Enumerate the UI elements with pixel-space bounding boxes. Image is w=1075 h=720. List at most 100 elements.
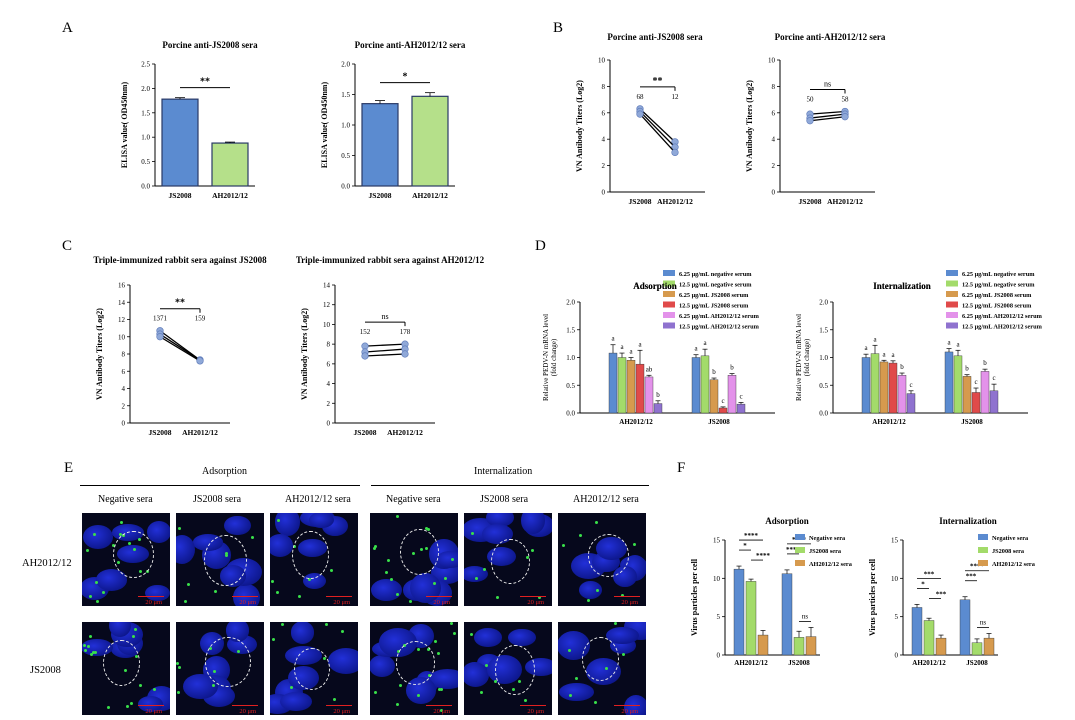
x-tick-label: JS2008 [788, 659, 810, 667]
legend-swatch [795, 560, 805, 566]
bar [793, 637, 805, 656]
significance-label: ns [381, 312, 388, 321]
virus-particle [569, 693, 573, 697]
y-tick-label: 4 [327, 380, 331, 388]
chart-c2-rabbit-sera-ah2012: 0 2 4 6 8 10 12 14 VN Antibody Titers (Log2) Trip… [296, 255, 485, 437]
virus-particle [439, 708, 443, 712]
micrograph-tile: 20 μm [82, 622, 170, 715]
significance-letter: c [974, 378, 977, 386]
y-tick-label: 0.0 [819, 410, 828, 418]
scalebar-line [614, 595, 640, 597]
virus-particle [568, 649, 572, 653]
data-point [156, 333, 164, 341]
virus-particle [389, 578, 393, 582]
virus-particle [538, 596, 542, 600]
micrograph-tile: 20 μm [176, 513, 264, 606]
y-tick-label: 16 [118, 282, 126, 290]
y-axis-label: (fold change) [550, 338, 558, 376]
bar [709, 379, 719, 414]
paired-line [639, 113, 676, 153]
significance-letter: a [703, 339, 707, 347]
significance-label: **** [744, 532, 759, 540]
y-axis-label: VN Antibody Titers (Log2) [95, 308, 104, 400]
virus-particle [496, 596, 500, 600]
significance-letter: a [620, 343, 624, 351]
significance-letter: c [909, 381, 912, 389]
legend-label: Negative sera [809, 535, 846, 542]
column-label: JS2008 sera [193, 494, 242, 505]
bar [906, 393, 916, 414]
y-tick-label: 10 [118, 333, 126, 341]
nucleus [145, 584, 170, 602]
micrograph-tile: 20 μm [370, 513, 458, 606]
bar [727, 375, 737, 414]
significance-label: **** [756, 552, 771, 560]
scalebar-line [138, 704, 164, 706]
significance-letter: b [900, 363, 904, 371]
x-tick-label: JS2008 [369, 191, 392, 200]
virus-particle [271, 638, 275, 642]
panel-label-f: F [677, 460, 685, 476]
paired-line [639, 111, 676, 148]
nucleus [520, 513, 545, 534]
nucleus [108, 622, 131, 638]
y-tick-label: 2.0 [819, 299, 828, 307]
virus-particle [86, 644, 90, 648]
virus-particle [183, 600, 187, 604]
panel-label-a: A [62, 20, 73, 36]
x-tick-label: JS2008 [629, 197, 652, 206]
legend-label: Negative sera [992, 535, 1029, 542]
x-tick-label: AH2012/12 [912, 659, 946, 667]
virus-particle [276, 519, 280, 523]
x-tick-label: AH2012/12 [182, 428, 218, 437]
y-tick-label: 2 [122, 402, 126, 410]
virus-particle [433, 581, 437, 585]
micrograph-tile: 20 μm [558, 622, 646, 715]
chart-title: Adsorption [633, 281, 677, 291]
nucleus [435, 550, 458, 568]
legend-swatch [663, 270, 675, 276]
group-label-internalization: Internalization [474, 466, 533, 477]
significance-letter: a [611, 335, 615, 343]
scalebar-label: 20 μm [239, 708, 256, 715]
virus-particle [449, 622, 453, 626]
chart-a2-porcine-anti-ah2012-elisa: 0.0 0.5 1.0 1.5 2.0 ELISA value( OD450nm) Porc… [320, 40, 466, 200]
y-axis-label: VN Antibody Titers (Log2) [745, 80, 754, 172]
significance-label: ** [653, 76, 663, 87]
legend-label: AH2012/12 sera [992, 561, 1036, 568]
virus-particle [96, 599, 100, 603]
bar [361, 103, 399, 187]
legend-label: JS2008 sera [992, 548, 1025, 555]
group-divider-internalization [371, 485, 649, 486]
legend-swatch [663, 291, 675, 297]
y-tick-label: 14 [118, 299, 126, 307]
nucleus [605, 627, 639, 645]
legend-label: 12.5 μg/mL negative serum [679, 282, 752, 289]
data-point [806, 117, 814, 125]
virus-particle [399, 683, 402, 687]
x-tick-label: AH2012/12 [734, 659, 768, 667]
virus-particle [614, 622, 618, 626]
y-tick-label: 15 [713, 537, 721, 545]
virus-particle [469, 632, 473, 636]
chart-c1-rabbit-sera-js2008: 0 2 4 6 8 10 12 14 16 VN Antibody Titers (Log2) Tr… [93, 255, 267, 437]
virus-particle [214, 589, 218, 593]
legend-label: 12.5 μg/mL JS2008 serum [962, 303, 1032, 310]
nucleus [474, 627, 503, 648]
significance-letter: c [992, 374, 995, 382]
y-axis-label: ELISA value( OD450nm) [320, 82, 329, 169]
virus-particle [453, 632, 457, 636]
chart-title: Porcine anti-AH2012/12 sera [775, 32, 886, 42]
nucleus [280, 691, 313, 712]
cell-outline [399, 529, 440, 576]
legend-swatch [946, 270, 958, 276]
micrograph-tile: 20 μm [82, 513, 170, 606]
significance-letter: c [739, 392, 742, 400]
virus-particle [94, 650, 98, 654]
x-tick-label: JS2008 [169, 191, 192, 200]
y-tick-label: 2.0 [141, 85, 150, 93]
virus-particle [83, 649, 87, 653]
panel-label-b: B [553, 20, 563, 36]
y-axis-label: Relative PEDV-N mRNA level [542, 314, 550, 401]
significance-letter: ab [646, 365, 653, 373]
